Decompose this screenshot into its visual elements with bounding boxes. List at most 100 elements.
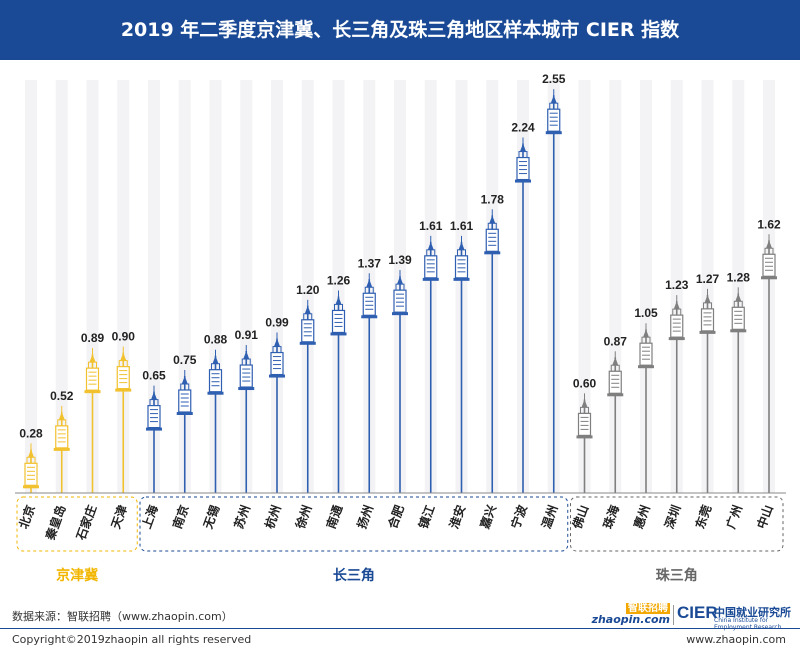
data-label: 0.87 [604,334,628,348]
category-tick-label: 石家庄 [73,503,100,543]
logo-divider [673,605,674,625]
building-base [238,387,255,391]
group-label: 珠三角 [656,567,698,584]
data-label: 1.62 [757,217,781,231]
data-label: 1.23 [665,278,689,292]
building-body [55,425,69,449]
category-tick-label: 合肥 [385,503,407,531]
building-base [761,276,777,280]
bar-background [55,80,68,493]
data-label: 0.90 [112,330,136,344]
zhaopin-logo-cn: 智联招聘 [626,603,670,614]
building-body [454,255,469,279]
building-spire [89,354,96,363]
data-label: 0.89 [81,331,105,345]
data-label: 2.24 [511,121,535,135]
building-body [547,108,561,132]
building-spire [673,301,680,310]
bar-background [332,80,345,493]
building-body [762,253,776,277]
category-tick-label: 南京 [169,503,191,531]
building-spire [335,296,342,305]
building-base [207,391,224,395]
building-base [515,179,531,183]
building-spire [58,411,65,420]
category-tick-label: 嘉兴 [476,503,499,532]
building-body [577,412,592,436]
building-base [576,435,593,439]
group-box [16,496,138,552]
data-label: 1.27 [696,272,720,286]
building-spire [735,293,742,302]
building-base [361,315,378,319]
building-body [700,308,715,332]
building-spire [458,241,465,250]
data-label: 1.61 [419,219,443,233]
building-spire [489,215,496,224]
data-label: 0.60 [573,376,597,390]
category-tick-label: 深圳 [661,503,683,531]
building-base [607,393,624,397]
zhaopin-logo: 智联招聘 zhaopin.com [592,603,670,626]
group-label: 京津冀 [56,567,98,584]
building-spire [304,305,311,314]
building-spire [612,357,619,366]
chart-title: 2019 年二季度京津冀、长三角及珠三角地区样本城市 CIER 指数 [120,19,680,41]
building-spire [28,449,34,458]
category-tick-label: 天津 [108,503,130,531]
building-base [730,329,747,333]
category-tick-label: 南通 [323,503,345,531]
building-base [146,427,162,431]
bar-background [732,80,745,493]
building-base [84,390,101,394]
category-tick-label: 镇江 [415,503,437,531]
building-spire [643,329,649,338]
category-tick-label: 杭州 [262,503,284,531]
chart-area: 0.28 北京 0.52 秦皇岛 0.89 石家庄 0.90 天津 0.65 上海 0.75 南京 0.… [15,72,786,584]
website: www.zhaopin.com [686,633,786,646]
building-base [699,330,716,334]
building-spire [274,338,280,347]
building-body [362,292,376,316]
category-tick-label: 淮安 [446,503,468,531]
data-source: 数据来源：智联招聘（www.zhaopin.com） [12,610,233,623]
category-tick-label: 惠州 [631,503,653,531]
building-body [85,367,100,391]
data-label: 0.99 [265,316,289,330]
category-tick-label: 中山 [754,503,776,531]
category-tick-label: 佛山 [569,503,592,532]
building-spire [397,276,403,285]
building-spire [212,355,219,364]
building-spire [581,399,588,408]
data-label: 1.37 [358,256,382,270]
bar-background [670,80,683,493]
building-body [485,228,499,252]
bar-background [640,80,652,493]
building-base [392,312,408,316]
building-spire [151,391,157,400]
data-label: 1.26 [327,273,351,287]
building-base [422,277,439,281]
building-body [670,314,684,338]
group-box [139,496,569,552]
building-base [545,131,562,135]
building-spire [550,95,557,104]
building-body [24,462,38,486]
data-label: 2.55 [542,72,566,86]
data-label: 1.20 [296,283,320,297]
building-base [269,374,285,378]
building-body [239,364,253,388]
building-base [53,447,70,451]
building-body [424,255,438,279]
category-tick-label: 珠海 [600,503,622,531]
building-spire [427,241,434,250]
title-bar: 2019 年二季度京津冀、长三角及珠三角地区样本城市 CIER 指数 [0,0,800,60]
data-label: 1.05 [634,306,658,320]
category-tick-label: 扬州 [354,503,376,531]
data-label: 1.78 [481,192,505,206]
group-label: 长三角 [333,567,375,584]
group-box [570,496,784,552]
building-base [23,485,39,489]
building-base [638,365,654,369]
cier-logo-en: China Institute for Employment Research [714,617,781,631]
